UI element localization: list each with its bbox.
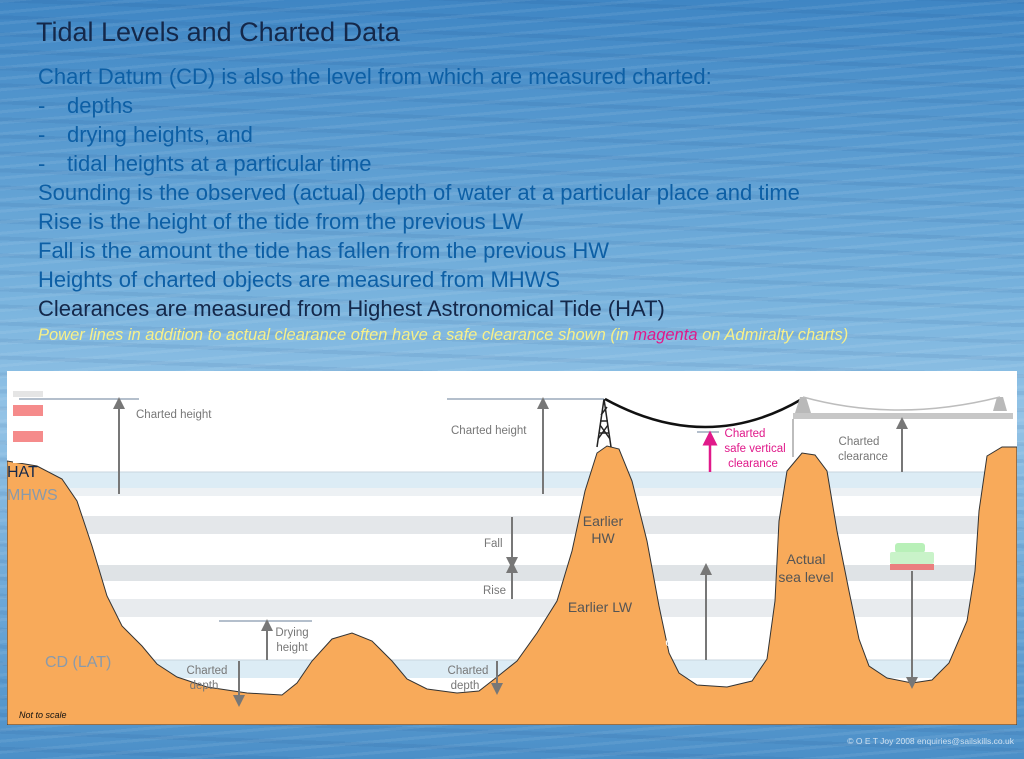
pylon (596, 398, 612, 448)
safe-clearance-label-3: clearance (728, 458, 778, 470)
safe-clearance-label-2: safe vertical (724, 443, 785, 455)
bullet-list: Chart Datum (CD) is also the level from … (38, 62, 1013, 347)
copyright-notice: © O E T Joy 2008 enquiries@sailskills.co… (847, 736, 1014, 746)
drying-height-label-1: Drying (275, 627, 308, 639)
charted-height-label-1: Charted height (136, 409, 212, 421)
actual-sea-label-1: Actual (787, 551, 826, 567)
tidal-diagram: HAT MHWS CD (LAT) Charted height Charted… (7, 371, 1017, 725)
bullet-tidal-heights: - tidal heights at a particular time (38, 151, 372, 176)
charted-clearance-label-2: clearance (838, 451, 888, 463)
hat-band (7, 472, 1017, 488)
hat-label: HAT (7, 464, 38, 481)
boat (890, 543, 934, 570)
not-to-scale-label: Not to scale (19, 710, 67, 720)
lw-band (7, 599, 1017, 617)
charted-depth-label-2b: depth (451, 680, 480, 692)
bullet-heights: Heights of charted objects are measured … (38, 267, 561, 292)
charted-depth-label-1a: Charted (187, 665, 228, 677)
bullet-fall: Fall is the amount the tide has fallen f… (38, 238, 610, 263)
rise-label: Rise (483, 585, 506, 597)
charted-height-label-2: Charted height (451, 425, 527, 437)
sounding-label: Sounding (862, 623, 911, 635)
height-of-tide-label-1: Height (664, 622, 698, 634)
earlier-hw-label-1: Earlier (583, 513, 624, 529)
charted-depth-label-2a: Charted (448, 665, 489, 677)
earlier-lw-label: Earlier LW (568, 599, 633, 615)
bullet-rise: Rise is the height of the tide from the … (38, 209, 524, 234)
bullet-chart-datum: Chart Datum (CD) is also the level from … (38, 64, 712, 89)
power-line-note: Power lines in addition to actual cleara… (38, 326, 849, 344)
drying-height-label-2: height (276, 642, 308, 654)
mhws-band (7, 488, 1017, 496)
bullet-depths: - depths (38, 93, 134, 118)
bullet-drying-heights: - drying heights, and (38, 122, 253, 147)
power-line (604, 397, 803, 429)
mhws-label: MHWS (7, 487, 58, 504)
height-of-tide-label-2: of tide (665, 637, 696, 649)
bullet-clearances: Clearances are measured from Highest Ast… (38, 296, 665, 321)
page-title: Tidal Levels and Charted Data (36, 17, 400, 47)
actual-sea-label-2: sea level (778, 569, 833, 585)
bullet-sounding: Sounding is the observed (actual) depth … (38, 180, 800, 205)
bridge (792, 396, 1013, 457)
cd-lat-label: CD (LAT) (45, 654, 111, 671)
charted-clearance-label-1: Charted (839, 436, 880, 448)
safe-clearance-label-1: Charted (725, 428, 766, 440)
charted-depth-label-1b: depth (190, 680, 219, 692)
lighthouse (13, 391, 43, 463)
seabed-profile (7, 445, 1017, 725)
measurement-arrows (113, 397, 918, 707)
fall-label: Fall (484, 538, 503, 550)
tidal-diagram-svg: HAT MHWS CD (LAT) Charted height Charted… (7, 391, 1017, 725)
earlier-hw-label-2: HW (591, 530, 615, 546)
